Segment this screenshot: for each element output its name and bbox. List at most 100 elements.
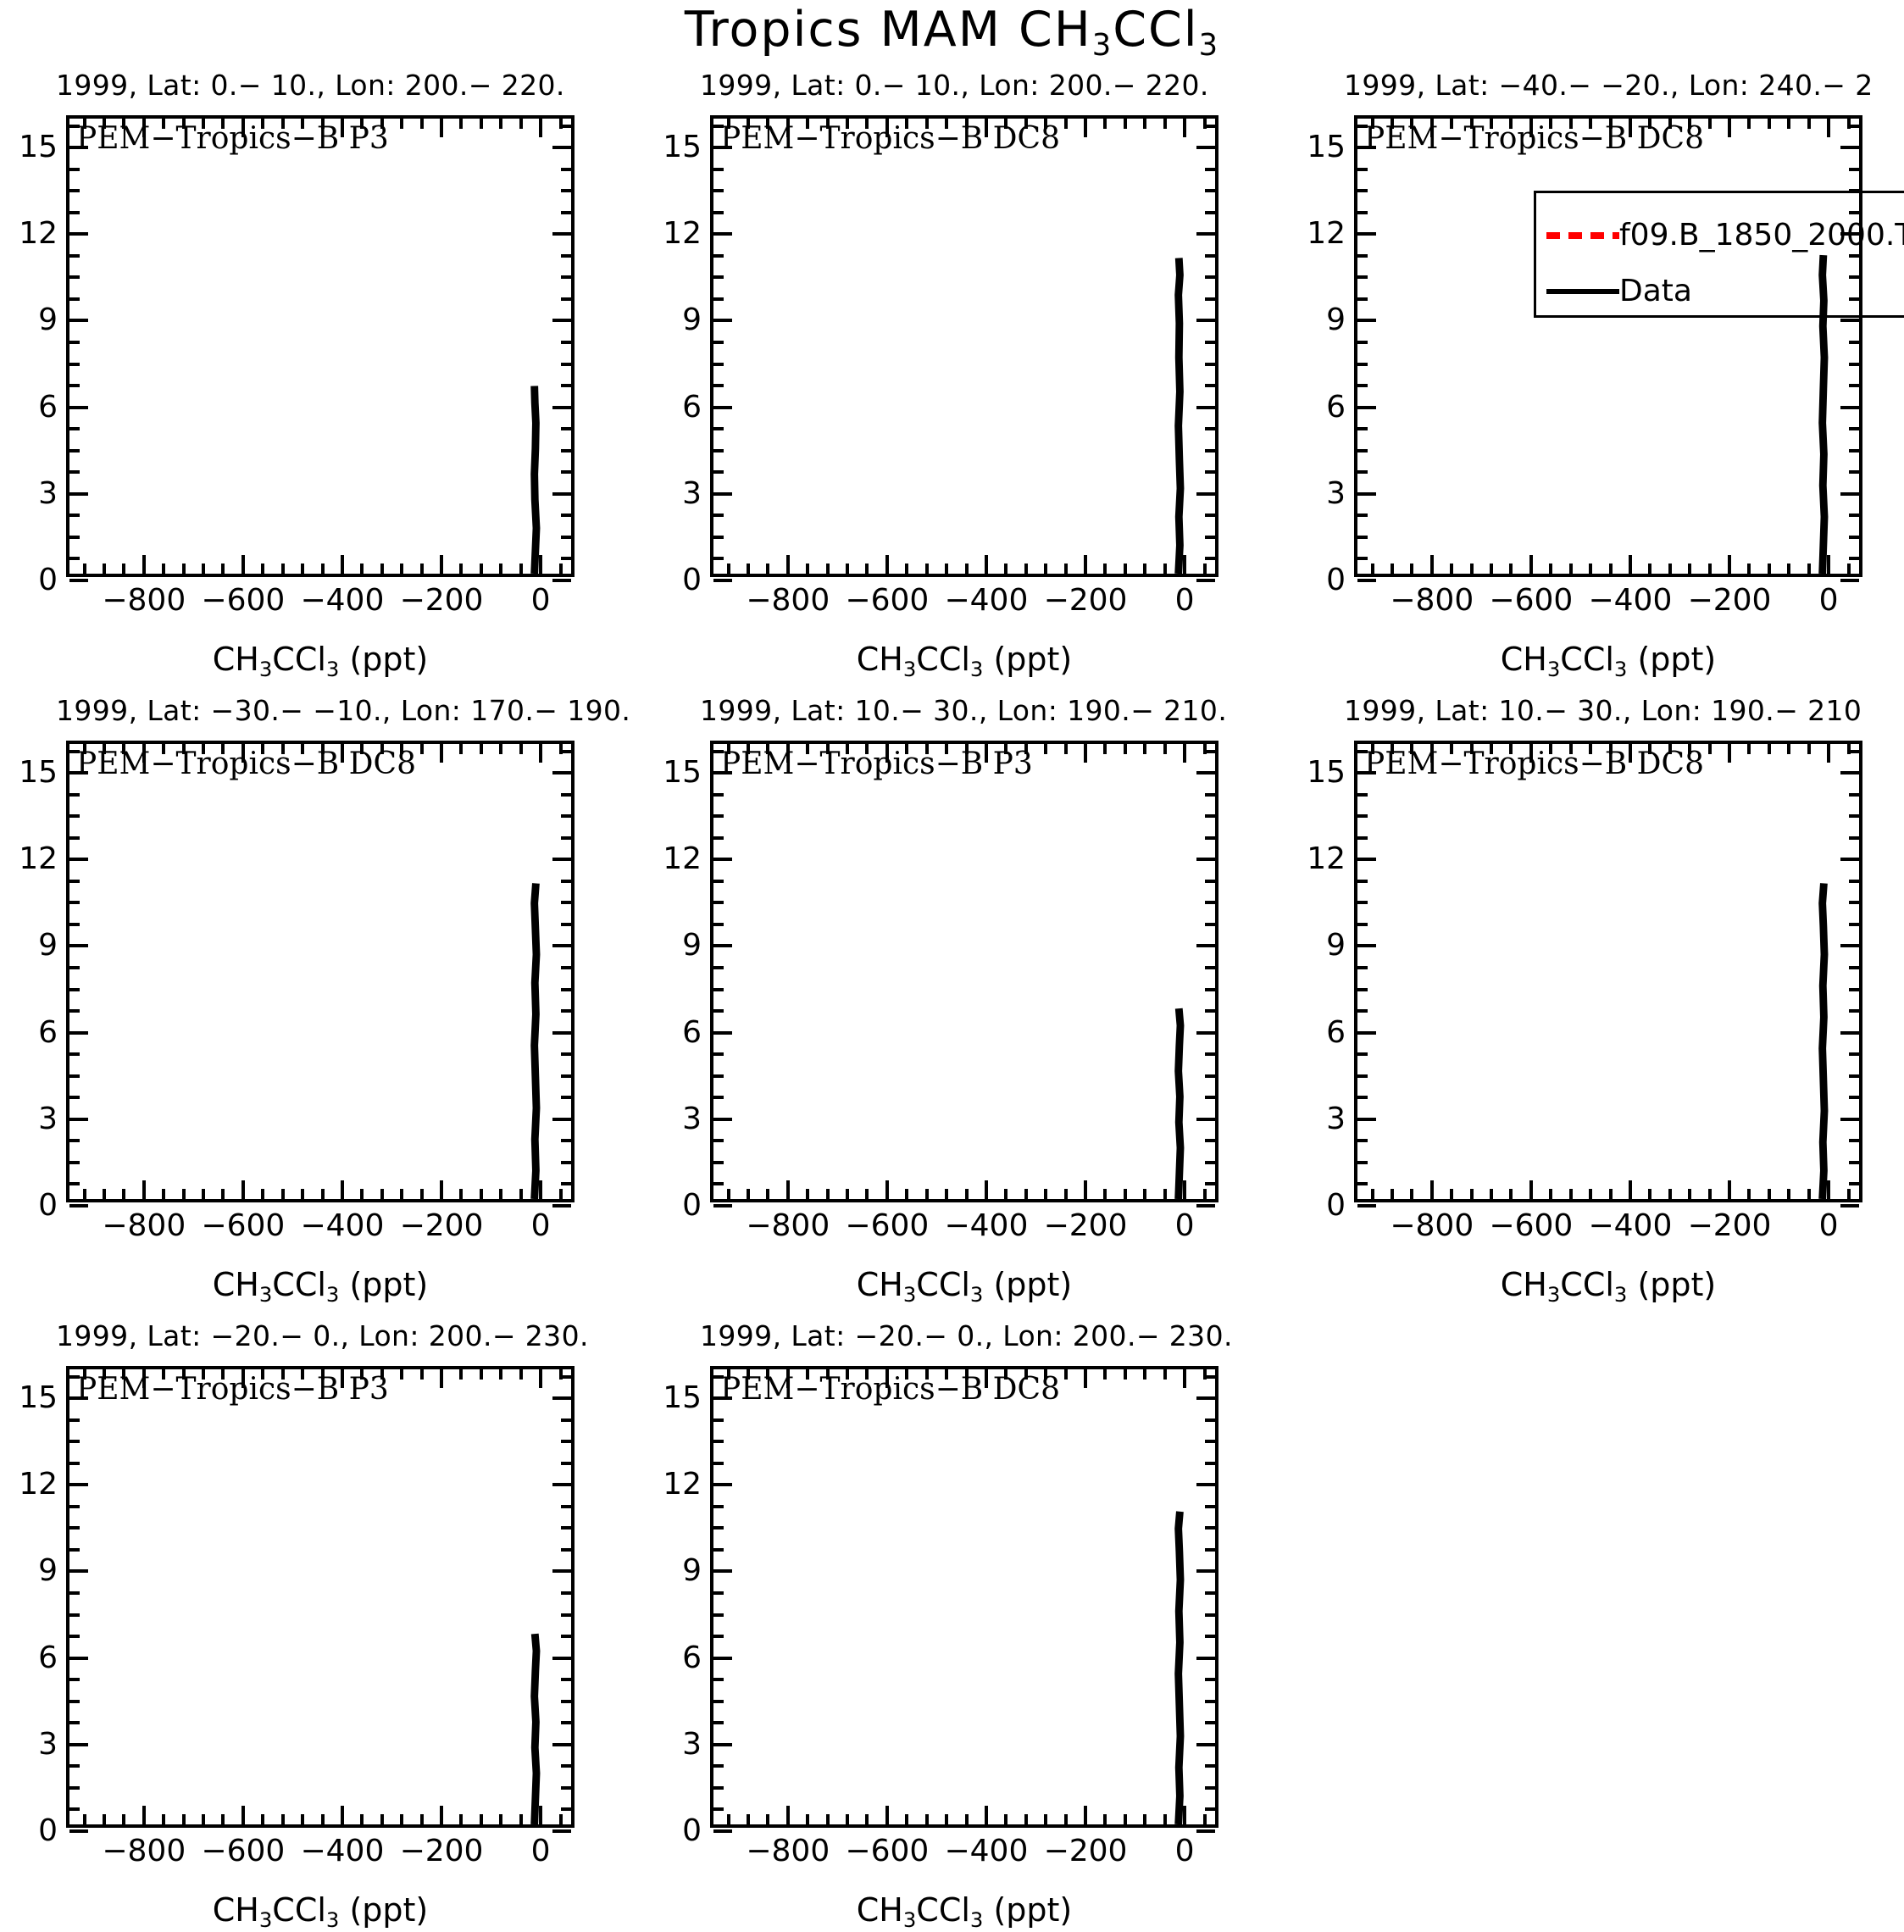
ytick-left-major	[713, 405, 732, 409]
xtick-bottom-minor	[1807, 1189, 1811, 1199]
xtick-top-minor	[945, 119, 949, 129]
ytick-right-minor	[1205, 1160, 1215, 1164]
xtick-bottom-minor	[122, 1814, 126, 1824]
xtick-bottom-major	[984, 1806, 988, 1824]
ytick-right-major	[1196, 579, 1215, 582]
xtick-top-minor	[1767, 744, 1771, 754]
ytick-right-minor	[561, 1182, 571, 1186]
ytick-label: 12	[19, 216, 58, 252]
ytick-right-minor	[1205, 901, 1215, 905]
ytick-left-minor	[713, 297, 724, 301]
ytick-left-major	[69, 1117, 88, 1121]
plot-frame-4: 0 3 6 9 12 15 −800 −600 −400 −200 0 PEM−Tropics−B P…	[663, 741, 1218, 1241]
ytick-left-minor	[69, 557, 80, 561]
ytick-right-minor	[1205, 1635, 1215, 1639]
ytick-left-minor	[713, 749, 724, 753]
ytick-right-minor	[1205, 1504, 1215, 1508]
ytick-right-major	[552, 1117, 571, 1121]
ytick-left-minor	[713, 427, 724, 431]
xtick-bottom-minor	[202, 1814, 206, 1824]
xtick-bottom-minor	[1767, 564, 1771, 574]
xtick-bottom-minor	[320, 1189, 325, 1199]
xtick-bottom-major	[340, 555, 344, 574]
panel-4: 1999, Lat: 10.− 30., Lon: 190.− 210. 0 3 6 9…	[663, 697, 1227, 1305]
ytick-right-major	[1840, 1204, 1859, 1208]
xtick-bottom-minor	[746, 1189, 750, 1199]
figure-title: Tropics MAM CH3CCl3	[0, 2, 1904, 63]
xtick-bottom-minor	[905, 1814, 909, 1824]
xtick-top-minor	[320, 1369, 325, 1380]
ytick-label: 15	[19, 1380, 58, 1416]
ytick-left-major	[1357, 1030, 1376, 1035]
ytick-left-minor	[1357, 792, 1368, 797]
ytick-right-minor	[561, 427, 571, 431]
xtick-top-minor	[181, 744, 186, 754]
xtick-bottom-minor	[419, 564, 424, 574]
plot-frame-5: 0 3 6 9 12 15 −800 −600 −400 −200 0 PEM−Tropics−B D…	[1307, 741, 1862, 1241]
ytick-left-minor	[713, 922, 724, 926]
ytick-left-minor	[713, 210, 724, 214]
ytick-right-minor	[561, 362, 571, 366]
ytick-left-minor	[713, 901, 724, 905]
xtick-bottom-minor	[1568, 1189, 1573, 1199]
xtick-bottom-minor	[846, 1189, 850, 1199]
ytick-left-major	[713, 232, 732, 236]
xtick-top-major	[885, 744, 889, 763]
ytick-left-minor	[713, 1785, 724, 1790]
ytick-right-minor	[1849, 557, 1859, 561]
xtick-bottom-minor	[400, 1189, 404, 1199]
ytick-label: 3	[38, 475, 58, 511]
xtick-label: −800	[102, 1834, 186, 1868]
xtick-label: −600	[1489, 1208, 1574, 1243]
ytick-right-minor	[561, 297, 571, 301]
xtick-bottom-minor	[221, 1814, 225, 1824]
xtick-label: 0	[1174, 583, 1195, 618]
xtick-top-minor	[1568, 744, 1573, 754]
ytick-label: 12	[663, 216, 702, 252]
ytick-left-minor	[1357, 1096, 1368, 1100]
xtick-top-minor	[419, 119, 424, 129]
xtick-top-minor	[905, 119, 909, 129]
ytick-right-minor	[1205, 1526, 1215, 1530]
xtick-top-minor	[479, 744, 483, 754]
ytick-left-minor	[69, 1461, 80, 1465]
xtick-top-minor	[122, 1369, 126, 1380]
ytick-right-minor	[1849, 427, 1859, 431]
ytick-right-minor	[1205, 1096, 1215, 1100]
ytick-left-minor	[713, 1613, 724, 1617]
xtick-bottom-minor	[1024, 1814, 1028, 1824]
xtick-top-major	[1183, 119, 1187, 137]
ytick-label: 6	[682, 1014, 702, 1050]
xtick-bottom-minor	[1747, 564, 1751, 574]
xtick-bottom-major	[984, 555, 988, 574]
xtick-bottom-minor	[726, 564, 730, 574]
ytick-left-major	[1357, 319, 1376, 323]
xtick-top-minor	[1608, 119, 1613, 129]
xtick-top-minor	[1490, 744, 1494, 754]
xtick-top-minor	[479, 119, 483, 129]
ytick-right-major	[552, 405, 571, 409]
ytick-right-major	[1840, 944, 1859, 948]
ytick-right-minor	[561, 1699, 571, 1703]
ytick-left-minor	[69, 901, 80, 905]
xtick-top-minor	[301, 744, 305, 754]
ytick-left-major	[1357, 146, 1376, 150]
xtick-top-minor	[122, 119, 126, 129]
xtick-bottom-minor	[320, 564, 325, 574]
xtick-label: 0	[1818, 583, 1839, 618]
ytick-left-minor	[69, 1096, 80, 1100]
xtick-top-major	[1429, 119, 1434, 137]
xtick-bottom-minor	[301, 564, 305, 574]
xtick-top-minor	[1370, 744, 1374, 754]
ytick-left-major	[69, 1829, 88, 1833]
xtick-top-minor	[726, 1369, 730, 1380]
xtick-top-minor	[261, 119, 265, 129]
ytick-right-major	[552, 579, 571, 582]
xtick-top-minor	[280, 744, 285, 754]
ytick-left-minor	[69, 340, 80, 344]
ytick-right-minor	[1849, 448, 1859, 452]
ytick-left-major	[713, 1829, 732, 1833]
ytick-right-minor	[1205, 1591, 1215, 1595]
xtick-top-minor	[766, 1369, 770, 1380]
xtick-top-minor	[1024, 119, 1028, 129]
